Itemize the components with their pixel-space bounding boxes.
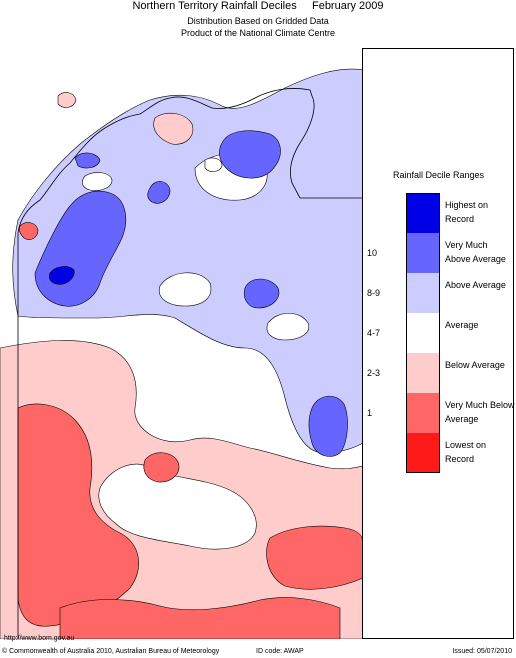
legend-swatch (406, 433, 440, 473)
region-very-much-below-average-central (143, 452, 180, 483)
region-very-much-above-average-east (308, 395, 348, 457)
legend-range: 4-7 (367, 328, 381, 338)
legend: Rainfall Decile Ranges Highest on Record… (363, 48, 515, 639)
legend-title: Rainfall Decile Ranges (392, 170, 485, 180)
region-very-much-below-average-bottom (59, 597, 341, 639)
footer-copyright: © Commonwealth of Australia 2010, Austra… (2, 648, 220, 655)
region-average-hole-1 (158, 272, 212, 307)
legend-swatch (406, 393, 440, 433)
region-very-much-below-average-se (266, 525, 362, 590)
legend-range: 10 (367, 248, 378, 258)
region-very-much-below-average-sw (17, 403, 139, 627)
legend-swatch (406, 353, 440, 393)
footer-id-code: ID code: AWAP (256, 648, 304, 655)
map-title: Northern Territory Rainfall Deciles Febr… (132, 0, 384, 12)
region-very-much-above-average-small-1 (147, 181, 171, 204)
legend-label: Lowest on Record (445, 440, 487, 464)
legend-label: Highest on Record (445, 200, 489, 224)
legend-label: Above Average (445, 280, 506, 290)
region-very-much-above-average-small-2 (74, 152, 101, 169)
map-subtitle-distribution: Distribution Based on Gridded Data (187, 16, 329, 26)
legend-swatch (406, 193, 440, 233)
rainfall-map-svg (0, 48, 362, 639)
legend-swatch (406, 313, 440, 353)
region-below-average-north-1 (153, 112, 194, 145)
region-below-average-north-2 (57, 92, 77, 108)
map-subtitle-product: Product of the National Climate Centre (180, 28, 336, 38)
region-very-much-above-average-ne (219, 130, 281, 179)
region-very-much-below-average-nw (18, 222, 39, 240)
region-average-hole-5 (204, 157, 223, 172)
legend-swatch (406, 233, 440, 273)
region-average-hole-4 (81, 172, 113, 191)
legend-label: Very Much Below Average (445, 400, 515, 424)
region-highest-on-record (48, 266, 75, 285)
legend-range: 2-3 (367, 368, 381, 378)
rainfall-map (0, 48, 363, 639)
legend-swatch (406, 273, 440, 313)
region-very-much-above-average-central (243, 278, 280, 309)
region-average-hole-3 (266, 312, 310, 341)
legend-range: 8-9 (367, 288, 381, 298)
legend-label: Average (445, 320, 479, 330)
legend-label: Very Much Above Average (445, 240, 506, 264)
territory-boundary (17, 88, 362, 639)
legend-label: Below Average (445, 360, 505, 370)
legend-range: 1 (367, 408, 373, 418)
footer-issued: Issued: 05/07/2010 (452, 648, 512, 655)
footer-url[interactable]: http://www.bom.gov.au (4, 635, 75, 642)
